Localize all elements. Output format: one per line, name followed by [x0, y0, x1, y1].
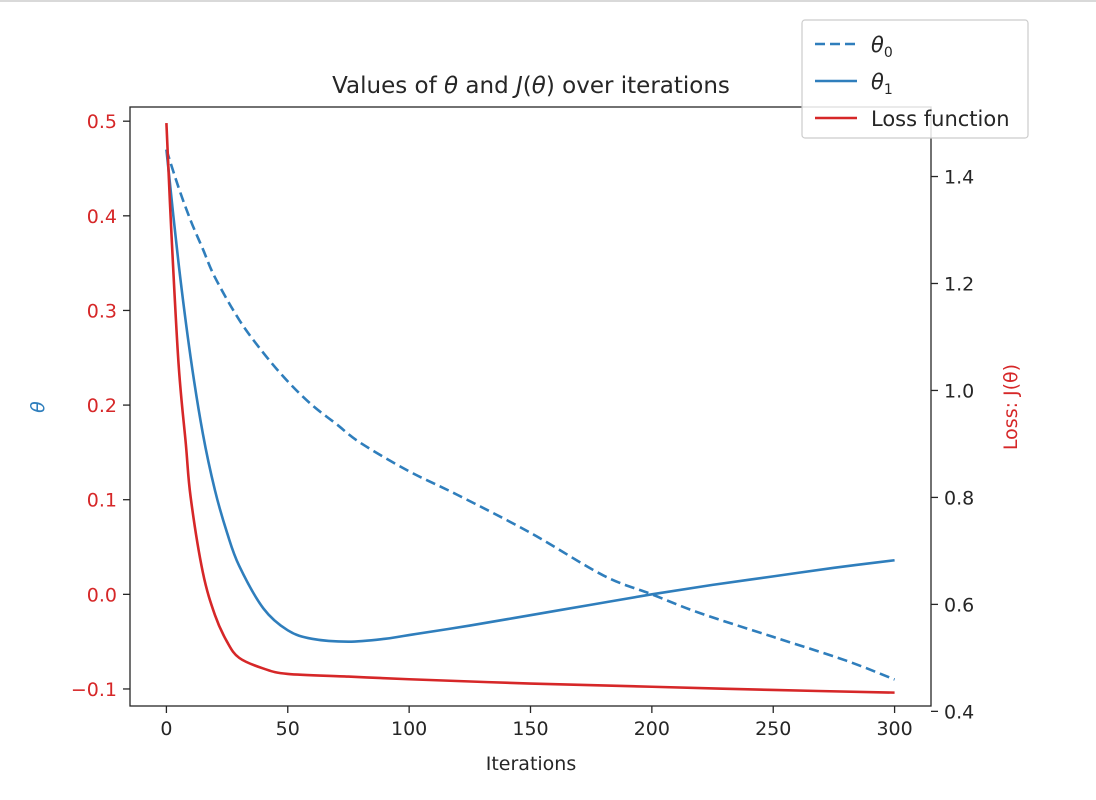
x-tick-label: 300	[876, 718, 912, 740]
x-ticks: 0 50 100 150 200 250 300	[160, 706, 913, 740]
y-left-tick-label: 0.3	[87, 300, 117, 322]
title-prefix: Values of	[332, 73, 444, 99]
legend-label: Loss function	[871, 107, 1010, 131]
y-left-ticks: −0.1 0.0 0.1 0.2 0.3 0.4 0.5	[71, 111, 130, 701]
legend-label-base: Loss function	[871, 107, 1010, 131]
legend-label: θ1	[871, 70, 893, 98]
chart-title: Values of θ and J(θ) over iterations	[332, 73, 730, 99]
x-tick-label: 0	[160, 718, 172, 740]
y-right-tick-label: 0.8	[944, 487, 974, 509]
legend-box	[801, 19, 1029, 139]
y-right-tick-label: 1.0	[944, 380, 974, 402]
title-theta: θ	[444, 73, 458, 99]
y-right-tick-label: 1.4	[944, 167, 974, 189]
series-line-theta0	[165, 149, 896, 681]
legend-label-base: θ	[871, 70, 884, 94]
x-axis-label: Iterations	[486, 753, 577, 775]
title-suffix: over iterations	[555, 73, 730, 99]
y-left-axis-label: θ	[27, 401, 49, 413]
y-left-tick-label: 0.0	[87, 584, 117, 606]
x-tick-label: 250	[755, 718, 791, 740]
x-tick-label: 150	[512, 718, 548, 740]
x-tick-label: 200	[634, 718, 670, 740]
y-left-tick-label: 0.4	[87, 206, 117, 228]
series-line-loss	[165, 122, 895, 694]
title-loss-theta: θ	[532, 73, 546, 99]
legend-label-subscript: 1	[884, 82, 893, 98]
title-j: J	[512, 73, 523, 99]
top-border	[0, 0, 1096, 2]
plot-lines	[165, 122, 896, 694]
y-right-tick-label: 0.6	[944, 594, 974, 616]
y-left-tick-label: 0.1	[87, 490, 117, 512]
legend-label: θ0	[871, 33, 893, 61]
x-tick-label: 100	[391, 718, 427, 740]
title-paren-close: )	[546, 73, 555, 99]
y-right-ticks: 0.4 0.6 0.8 1.0 1.2 1.4	[931, 167, 974, 723]
y-right-axis-label: Loss: J(θ)	[1000, 364, 1022, 450]
y-left-tick-label: −0.1	[71, 679, 117, 701]
title-middle: and	[458, 73, 516, 99]
x-tick-label: 50	[276, 718, 300, 740]
y-right-tick-label: 1.2	[944, 273, 974, 295]
y-right-tick-label: 0.4	[944, 701, 974, 723]
legend-label-base: θ	[871, 33, 884, 57]
y-left-tick-label: 0.2	[87, 395, 117, 417]
series-line-theta1	[165, 149, 895, 643]
legend-label-subscript: 0	[884, 45, 893, 61]
title-paren-open: (	[523, 73, 532, 99]
y-left-tick-label: 0.5	[87, 111, 117, 133]
